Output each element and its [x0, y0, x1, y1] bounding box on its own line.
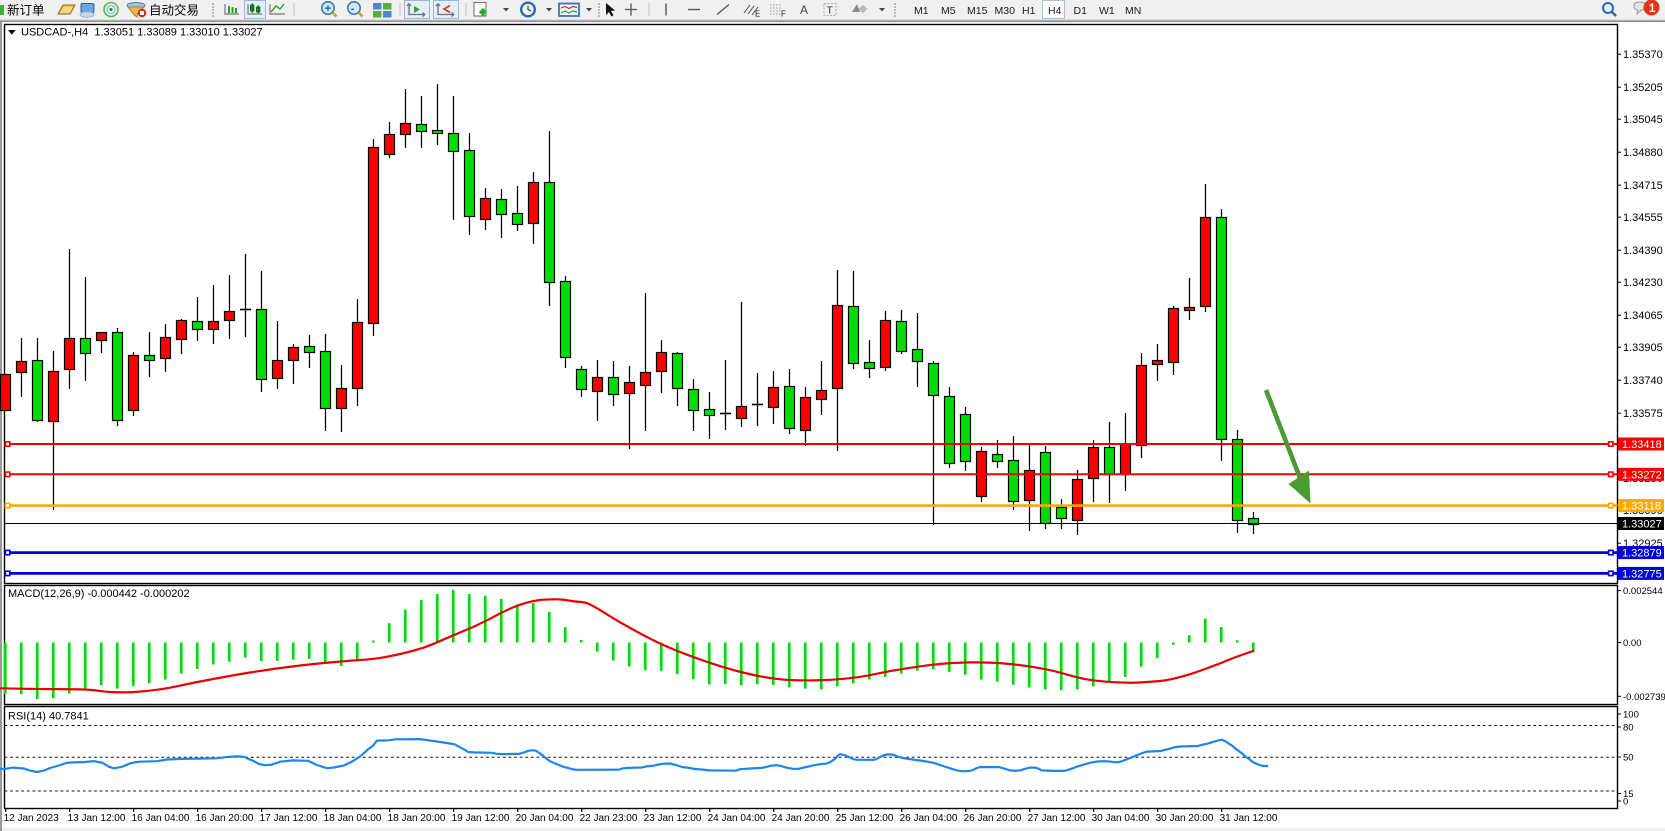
svg-text:22 Jan 23:00: 22 Jan 23:00 [580, 813, 638, 824]
svg-text:13 Jan 12:00: 13 Jan 12:00 [68, 813, 126, 824]
svg-text:1.34390: 1.34390 [1623, 245, 1663, 257]
svg-text:D1: D1 [1074, 5, 1088, 17]
svg-text:USDCAD-,H4 1.33051 1.33089 1.: USDCAD-,H4 1.33051 1.33089 1.33010 1.330… [21, 27, 263, 39]
svg-text:MACD(12,26,9) -0.000442 -0.000: MACD(12,26,9) -0.000442 -0.000202 [8, 588, 190, 600]
svg-text:12 Jan 2023: 12 Jan 2023 [4, 813, 59, 824]
svg-text:26 Jan 04:00: 26 Jan 04:00 [900, 813, 958, 824]
svg-text:20 Jan 04:00: 20 Jan 04:00 [516, 813, 574, 824]
svg-text:25 Jan 12:00: 25 Jan 12:00 [836, 813, 894, 824]
svg-text:1.35370: 1.35370 [1623, 49, 1663, 61]
svg-text:RSI(14) 40.7841: RSI(14) 40.7841 [8, 711, 89, 723]
svg-text:30 Jan 20:00: 30 Jan 20:00 [1156, 813, 1214, 824]
svg-text:1.34880: 1.34880 [1623, 147, 1663, 159]
svg-text:18 Jan 20:00: 18 Jan 20:00 [388, 813, 446, 824]
svg-text:1.35205: 1.35205 [1623, 82, 1663, 94]
svg-text:-0.002739: -0.002739 [1623, 692, 1665, 703]
svg-text:1: 1 [1649, 1, 1656, 15]
svg-text:H1: H1 [1022, 5, 1036, 17]
svg-text:1.35045: 1.35045 [1623, 114, 1663, 126]
svg-text:26 Jan 20:00: 26 Jan 20:00 [964, 813, 1022, 824]
svg-text:1.33905: 1.33905 [1623, 342, 1663, 354]
svg-text:H4: H4 [1048, 5, 1062, 17]
svg-text:M1: M1 [914, 5, 929, 17]
svg-text:-: - [351, 3, 355, 15]
svg-text:0: 0 [1623, 797, 1628, 808]
svg-text:新订单: 新订单 [7, 3, 45, 18]
svg-text:W1: W1 [1099, 5, 1115, 17]
svg-text:31 Jan 12:00: 31 Jan 12:00 [1220, 813, 1278, 824]
svg-text:24 Jan 04:00: 24 Jan 04:00 [708, 813, 766, 824]
svg-text:18 Jan 04:00: 18 Jan 04:00 [324, 813, 382, 824]
svg-text:17 Jan 12:00: 17 Jan 12:00 [260, 813, 318, 824]
svg-text:1.33418: 1.33418 [1622, 439, 1662, 451]
svg-text:1.33740: 1.33740 [1623, 375, 1663, 387]
svg-text:0.00: 0.00 [1623, 638, 1642, 649]
svg-text:自动交易: 自动交易 [149, 3, 199, 18]
svg-text:1.32879: 1.32879 [1622, 548, 1662, 560]
svg-text:27 Jan 12:00: 27 Jan 12:00 [1028, 813, 1086, 824]
svg-text:1.34065: 1.34065 [1623, 310, 1663, 322]
svg-text:M15: M15 [967, 5, 988, 17]
svg-text:1.32775: 1.32775 [1622, 568, 1662, 580]
svg-text:M5: M5 [941, 5, 956, 17]
svg-text:80: 80 [1623, 723, 1634, 734]
svg-text:50: 50 [1623, 753, 1634, 764]
svg-text:23 Jan 12:00: 23 Jan 12:00 [644, 813, 702, 824]
svg-text:15: 15 [1623, 789, 1634, 800]
svg-text:1.34715: 1.34715 [1623, 180, 1663, 192]
svg-text:F: F [781, 10, 786, 19]
svg-text:16 Jan 04:00: 16 Jan 04:00 [132, 813, 190, 824]
svg-text:1.33575: 1.33575 [1623, 408, 1663, 420]
svg-text:16 Jan 20:00: 16 Jan 20:00 [196, 813, 254, 824]
svg-text:1.34230: 1.34230 [1623, 277, 1663, 289]
svg-text:M30: M30 [995, 5, 1016, 17]
svg-text:A: A [800, 3, 808, 17]
svg-text:100: 100 [1623, 710, 1639, 721]
svg-text:MN: MN [1125, 5, 1141, 17]
svg-text:1.34555: 1.34555 [1623, 212, 1663, 224]
svg-text:0.002544: 0.002544 [1623, 586, 1663, 597]
svg-text:1.33118: 1.33118 [1622, 501, 1661, 513]
svg-text:1.33272: 1.33272 [1622, 469, 1662, 481]
svg-text:30 Jan 04:00: 30 Jan 04:00 [1092, 813, 1150, 824]
svg-text:T: T [827, 5, 834, 17]
svg-text:1.33027: 1.33027 [1622, 519, 1662, 531]
svg-text:+: + [325, 3, 331, 15]
svg-text:19 Jan 12:00: 19 Jan 12:00 [452, 813, 510, 824]
svg-text:24 Jan 20:00: 24 Jan 20:00 [772, 813, 830, 824]
svg-text:E: E [755, 10, 760, 19]
